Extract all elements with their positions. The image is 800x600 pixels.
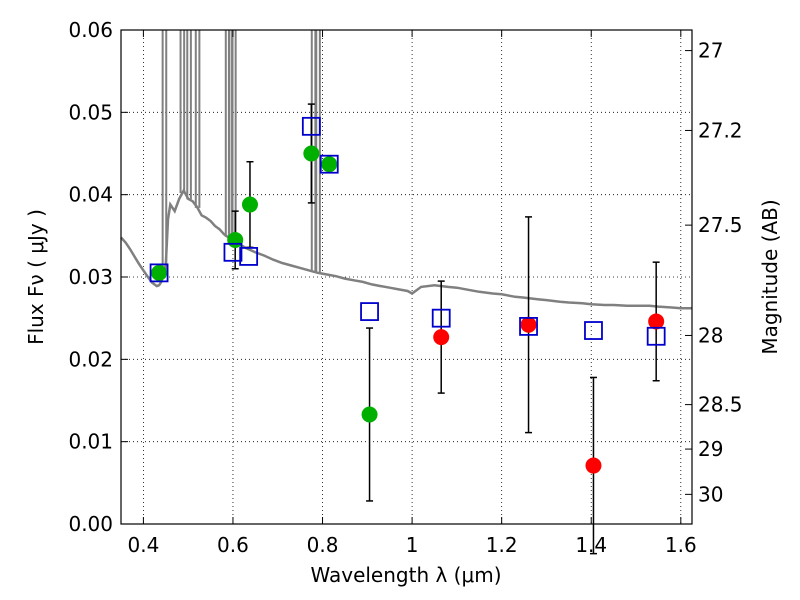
- magnitude-axis-title: Magnitude (AB): [758, 199, 782, 354]
- x-tick-label: 1.6: [665, 533, 697, 557]
- data-point-square: [319, 154, 339, 174]
- magnitude-tick-label: 27.5: [698, 213, 743, 237]
- emission-line: [179, 30, 186, 194]
- x-tick-label: 1.4: [575, 533, 607, 557]
- x-tick-label: 0.6: [217, 533, 249, 557]
- y-tick-label: 0.00: [68, 512, 113, 536]
- x-tick-label: 1: [406, 533, 419, 557]
- emission-line: [161, 30, 168, 270]
- y-tick-label: 0.02: [68, 347, 113, 371]
- data-point-square: [223, 242, 243, 262]
- data-point: [361, 406, 378, 423]
- x-tick-label: 1.2: [486, 533, 518, 557]
- data-point-square: [360, 302, 379, 321]
- data-point: [321, 156, 338, 173]
- y-axis-title: Flux Fν ( μJy ): [24, 209, 48, 345]
- data-point: [151, 264, 168, 281]
- emission-line: [186, 30, 192, 200]
- x-tick-label: 0.8: [307, 533, 339, 557]
- emission-line: [231, 30, 237, 243]
- y-tick-label: 0.03: [68, 265, 113, 289]
- data-point: [433, 329, 450, 346]
- magnitude-axis-ticks: 27 27.2 27.5 28 28.5 29 30: [685, 39, 743, 506]
- data-point-square: [646, 326, 666, 346]
- magnitude-tick-label: 27.2: [698, 118, 743, 142]
- data-point-square: [239, 247, 259, 266]
- magnitude-tick-label: 28.5: [698, 393, 743, 417]
- data-point: [241, 196, 258, 213]
- x-axis-title: Wavelength λ (μm): [310, 563, 501, 587]
- data-point: [648, 313, 665, 330]
- y-tick-label: 0.05: [68, 100, 113, 124]
- x-axis-ticks: 0.4 0.6 0.8 1 1.2 1.4 1.6: [127, 30, 697, 557]
- magnitude-tick-label: 28: [698, 323, 723, 347]
- data-point: [520, 316, 537, 333]
- data-point-square: [149, 263, 169, 283]
- magnitude-tick-label: 30: [698, 482, 723, 506]
- emission-line: [194, 30, 201, 208]
- data-point-square: [584, 321, 603, 340]
- data-point-square: [431, 308, 451, 328]
- magnitude-tick-label: 29: [698, 437, 723, 461]
- magnitude-tick-label: 27: [698, 39, 723, 63]
- data-point-square: [301, 116, 321, 136]
- data-markers: [149, 116, 666, 474]
- y-tick-label: 0.04: [68, 183, 113, 207]
- x-tick-label: 0.4: [127, 533, 159, 557]
- data-point: [303, 145, 320, 162]
- plot-background: [121, 30, 692, 524]
- y-tick-label: 0.06: [68, 18, 113, 42]
- data-point: [585, 457, 602, 474]
- y-axis-ticks: 0.00 0.01 0.02 0.03 0.04 0.05 0.06: [68, 18, 128, 536]
- data-point-square: [519, 316, 538, 336]
- y-tick-label: 0.01: [68, 430, 113, 454]
